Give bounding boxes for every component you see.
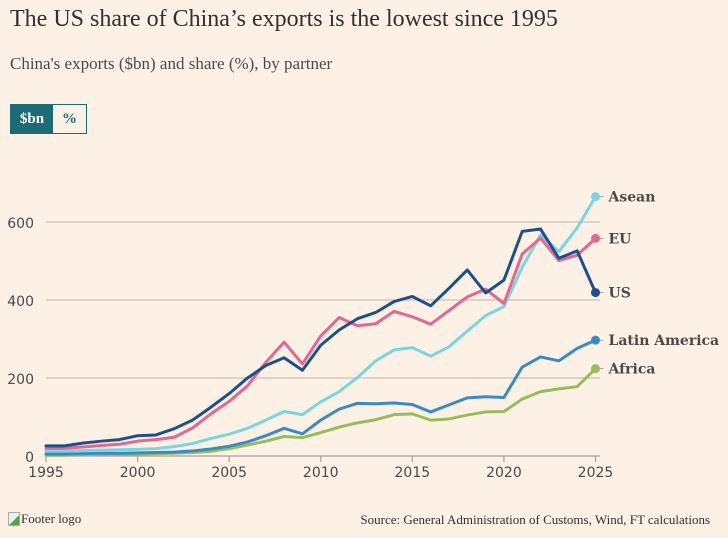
y-axis: 0 200 400 600 <box>7 216 34 466</box>
unit-toggle: $bn % <box>10 104 87 134</box>
series-label-asean: Asean <box>608 190 656 206</box>
series-line-eu <box>44 236 597 450</box>
series-label-africa: Africa <box>608 362 656 378</box>
x-tick-label: 2010 <box>303 465 339 481</box>
y-tick-label: 400 <box>7 294 34 310</box>
end-dot-africa <box>591 364 600 374</box>
x-tick-label: 2020 <box>486 465 522 481</box>
y-tick-label: 600 <box>7 216 34 232</box>
x-axis: 1995 2000 2005 2010 2015 2020 2025 <box>28 455 614 481</box>
series-line-us <box>44 227 597 448</box>
series-labels: Asean EU US Latin America Africa <box>591 190 719 378</box>
x-tick-label: 2000 <box>120 465 156 481</box>
toggle-percent-button[interactable]: % <box>53 105 86 133</box>
toggle-bn-button[interactable]: $bn <box>11 105 53 133</box>
chart-subtitle: China's exports ($bn) and share (%), by … <box>10 54 333 73</box>
series-label-us: US <box>609 286 631 302</box>
end-dot-eu <box>591 233 600 243</box>
chart-title: The US share of China’s exports is the l… <box>10 6 558 32</box>
broken-image-icon <box>8 512 20 526</box>
footer-logo-alt: Footer logo <box>21 511 82 526</box>
end-dot-latin-america <box>591 335 600 345</box>
source-note: Source: General Administration of Custom… <box>360 512 710 527</box>
x-tick-label: 2005 <box>211 465 247 481</box>
y-tick-label: 0 <box>25 450 34 466</box>
end-dot-asean <box>591 192 600 202</box>
series-lines <box>44 195 597 457</box>
x-tick-label: 2015 <box>395 465 431 481</box>
end-dot-us <box>591 288 600 298</box>
series-line-asean <box>44 195 597 453</box>
x-tick-label: 2025 <box>578 465 614 481</box>
x-tick-label: 1995 <box>28 465 64 481</box>
series-line-latin-america <box>44 338 597 456</box>
series-label-eu: EU <box>609 231 632 247</box>
y-tick-label: 200 <box>7 372 34 388</box>
series-label-latin-america: Latin America <box>609 333 720 349</box>
footer-logo: Footer logo <box>8 511 81 527</box>
